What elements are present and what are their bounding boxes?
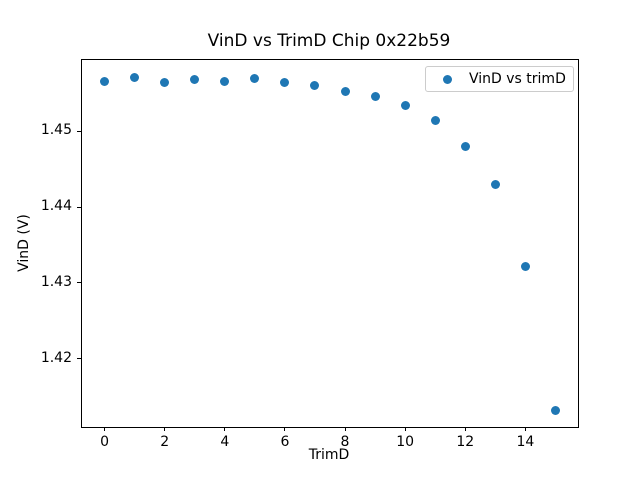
chart-title: VinD vs TrimD Chip 0x22b59 bbox=[207, 31, 451, 51]
y-tick-label: 1.42 bbox=[40, 349, 72, 366]
data-point bbox=[370, 91, 380, 101]
data-point bbox=[490, 179, 500, 189]
data-point bbox=[280, 78, 290, 88]
y-tick-label: 1.43 bbox=[40, 273, 72, 290]
legend-marker-icon bbox=[443, 74, 452, 84]
x-tick-mark bbox=[164, 427, 166, 431]
data-point bbox=[340, 87, 350, 97]
x-tick-mark bbox=[524, 427, 526, 431]
x-tick-mark bbox=[344, 427, 346, 431]
y-tick-mark bbox=[77, 206, 81, 208]
y-tick-mark bbox=[77, 282, 81, 284]
data-point bbox=[250, 74, 260, 84]
data-point bbox=[430, 116, 440, 126]
x-tick-label: 2 bbox=[160, 434, 170, 450]
x-tick-label: 10 bbox=[396, 434, 415, 450]
x-tick-mark bbox=[464, 427, 466, 431]
data-point bbox=[130, 72, 140, 82]
legend-label: VinD vs trimD bbox=[469, 71, 566, 87]
y-tick-mark bbox=[77, 130, 81, 132]
data-point bbox=[550, 405, 560, 415]
data-point bbox=[220, 77, 230, 87]
y-tick-label: 1.45 bbox=[40, 122, 72, 139]
x-tick-label: 12 bbox=[456, 434, 475, 450]
data-point bbox=[400, 100, 410, 110]
data-point bbox=[460, 141, 470, 151]
y-axis-label: VinD (V) bbox=[16, 214, 32, 272]
x-tick-mark bbox=[224, 427, 226, 431]
data-point bbox=[310, 80, 320, 90]
data-point bbox=[520, 261, 530, 271]
data-point bbox=[100, 77, 110, 87]
x-tick-label: 8 bbox=[340, 434, 350, 450]
x-tick-label: 6 bbox=[280, 434, 290, 450]
x-tick-mark bbox=[104, 427, 106, 431]
x-tick-mark bbox=[284, 427, 286, 431]
plot-area: 0 2 4 6 8 10 12 14 1.42 1.43 1.44 1.45 VinD vs trim… bbox=[41, 59, 579, 450]
data-point bbox=[190, 75, 200, 85]
x-tick-label: 14 bbox=[516, 434, 535, 450]
legend: VinD vs trimD bbox=[425, 66, 574, 92]
x-tick-label: 0 bbox=[100, 434, 109, 450]
x-tick-label: 4 bbox=[220, 434, 230, 450]
y-tick-label: 1.44 bbox=[40, 198, 72, 215]
x-tick-mark bbox=[404, 427, 406, 431]
data-point bbox=[160, 78, 170, 88]
y-tick-mark bbox=[77, 358, 81, 360]
x-axis-label: TrimD bbox=[308, 447, 350, 463]
